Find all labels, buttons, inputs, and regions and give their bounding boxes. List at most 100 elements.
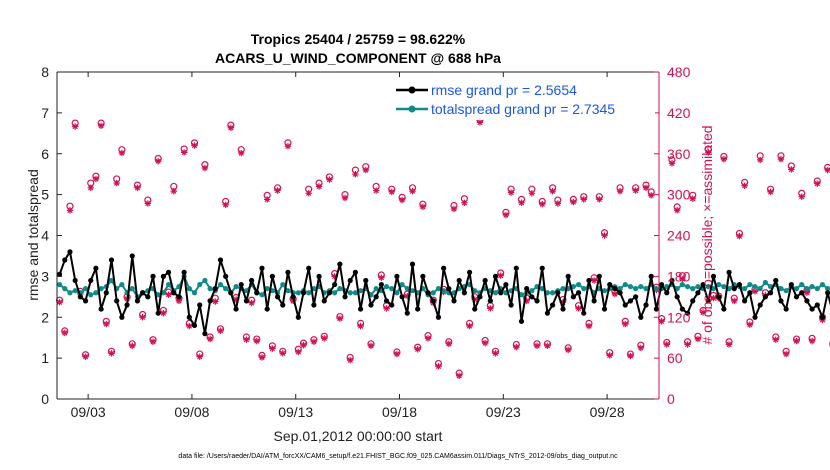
rmse-point <box>819 314 826 320</box>
obs-assimilated-point <box>455 372 463 380</box>
rmse-point <box>321 298 327 304</box>
obs-assimilated-point <box>580 196 587 203</box>
totalspread-point <box>98 286 104 292</box>
totalspread-point <box>207 286 213 292</box>
obs-assimilated-point <box>507 189 515 196</box>
obs-assimilated-point <box>66 207 74 214</box>
rmse-point <box>700 281 706 288</box>
rmse-point <box>581 310 587 316</box>
rmse-point <box>539 265 545 271</box>
obs-assimilated-stroke <box>684 341 691 348</box>
obs-assimilated-point <box>186 322 193 330</box>
rmse-point <box>383 298 390 304</box>
data-file-footnote: data file: /Users/raeder/DAI/ATM_forcXX/… <box>178 453 618 460</box>
obs-assimilated-point <box>663 341 670 348</box>
x-tick-label: 09/08 <box>174 404 209 420</box>
totalspread-point <box>280 281 286 288</box>
totalspread-point <box>472 288 478 294</box>
obs-assimilated-point <box>160 309 167 317</box>
x-axis-label: Sep.01,2012 00:00:00 start <box>274 428 443 444</box>
legend-rmse-marker <box>408 86 416 94</box>
obs-assimilated-stroke <box>591 277 597 284</box>
obs-assimilated-stroke <box>643 185 649 191</box>
obs-assimilated-stroke <box>254 338 260 344</box>
obs-assimilated-stroke <box>757 157 763 163</box>
rmse-point <box>487 298 493 304</box>
rmse-point <box>134 298 141 304</box>
obs-assimilated-stroke <box>793 338 800 344</box>
totalspread-point <box>82 286 89 292</box>
obs-assimilated-point <box>217 327 224 335</box>
totalspread-point <box>337 286 343 292</box>
obs-assimilated-stroke <box>778 156 784 162</box>
obs-assimilated-stroke <box>534 343 540 349</box>
obs-assimilated-stroke <box>690 196 696 202</box>
obs-assimilated-point <box>378 274 385 281</box>
rmse-point <box>518 318 525 324</box>
rmse-point <box>731 286 737 292</box>
rmse-point <box>404 310 410 316</box>
totalspread-point <box>295 290 301 296</box>
obs-assimilated-point <box>409 188 416 195</box>
obs-counts-layer <box>55 116 830 380</box>
rmse-point <box>690 298 696 304</box>
rmse-point <box>648 273 654 279</box>
x-tick-label: 09/13 <box>278 404 313 420</box>
right-axis-ticks: 0 60 120 180 240 300 360 420 480 <box>654 64 691 407</box>
obs-assimilated-point <box>253 337 261 345</box>
totalspread-point <box>347 290 353 296</box>
obs-assimilated-point <box>238 149 245 157</box>
rmse-point <box>508 302 514 308</box>
rmse-point <box>254 290 260 296</box>
rmse-point <box>420 273 426 279</box>
totalspread-point <box>679 281 685 288</box>
y-tick-label: 7 <box>41 105 49 121</box>
y2-tick-label: 360 <box>667 146 691 162</box>
rmse-point <box>710 273 717 279</box>
x-tick-label: 09/28 <box>590 404 625 420</box>
totalspread-point <box>197 281 203 288</box>
obs-assimilated-stroke <box>456 373 462 379</box>
obs-assimilated-stroke <box>103 321 109 327</box>
obs-assimilated-stroke <box>186 323 193 329</box>
totalspread-point <box>108 277 115 284</box>
obs-assimilated-point <box>585 322 593 330</box>
x-axis-ticks: 09/03 09/08 09/13 09/18 09/23 09/28 <box>71 72 625 420</box>
obs-assimilated-stroke <box>549 188 556 194</box>
totalspread-point <box>202 277 208 284</box>
rmse-point <box>165 269 172 275</box>
obs-assimilated-stroke <box>114 180 120 186</box>
obs-assimilated-stroke <box>767 189 774 195</box>
rmse-point <box>477 294 483 300</box>
obs-assimilated-point <box>97 122 105 130</box>
obs-assimilated-point <box>372 187 380 194</box>
obs-assimilated-point <box>243 336 250 343</box>
rmse-point <box>633 294 639 300</box>
totalspread-point <box>814 286 820 292</box>
rmse-point <box>378 281 384 288</box>
rmse-point <box>570 294 576 300</box>
rmse-point <box>290 294 296 300</box>
obs-assimilated-stroke <box>555 200 561 207</box>
y2-tick-label: 480 <box>667 64 691 80</box>
rmse-point <box>243 298 250 304</box>
obs-assimilated-point <box>118 149 126 157</box>
obs-assimilated-stroke <box>601 232 608 239</box>
rmse-point <box>716 294 722 300</box>
y-axis-label: rmse and totalspread <box>25 169 41 301</box>
rmse-point <box>747 290 753 296</box>
rmse-point <box>783 306 789 312</box>
obs-assimilated-point <box>684 341 691 348</box>
totalspread-point <box>191 290 198 296</box>
rmse-point <box>664 290 670 296</box>
obs-assimilated-stroke <box>383 305 390 312</box>
obs-assimilated-point <box>305 190 312 197</box>
obs-assimilated-point <box>310 338 318 345</box>
obs-assimilated-point <box>720 156 728 163</box>
rmse-point <box>555 290 561 296</box>
rmse-point <box>560 306 566 312</box>
totalspread-point <box>93 290 99 296</box>
obs-assimilated-point <box>227 124 235 132</box>
obs-assimilated-stroke <box>752 288 758 295</box>
rmse-point <box>155 310 161 316</box>
